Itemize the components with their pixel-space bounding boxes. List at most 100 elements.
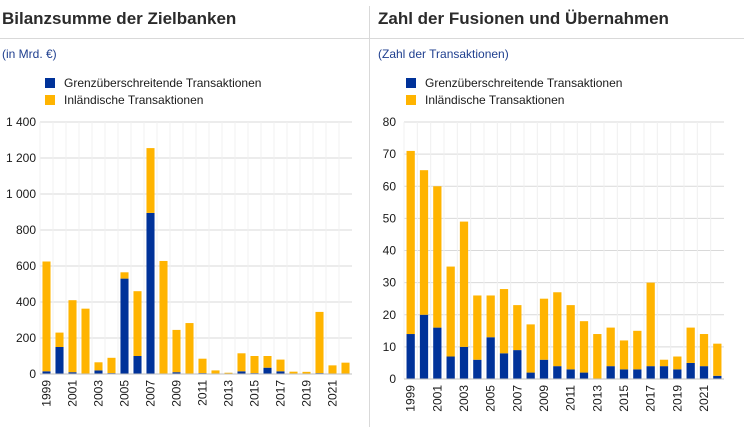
x-tick-label: 1999 — [404, 385, 418, 412]
x-tick-label: 2011 — [564, 385, 578, 411]
x-tick-label: 2019 — [670, 385, 684, 412]
bar-cross-border — [513, 350, 522, 379]
bar-cross-border — [526, 372, 535, 379]
x-tick-label: 2009 — [537, 385, 551, 412]
y-tick-label: 800 — [16, 223, 36, 237]
x-tick-label: 2017 — [644, 385, 658, 412]
legend-swatch-cross-border — [45, 77, 55, 88]
bar-cross-border — [68, 372, 77, 374]
bar-domestic — [172, 329, 181, 373]
bar-domestic — [619, 340, 629, 370]
bar-cross-border — [133, 356, 142, 374]
bar-cross-border — [486, 337, 495, 379]
bar-cross-border — [713, 375, 722, 379]
legend-swatch-domestic — [406, 94, 416, 105]
bar-domestic — [419, 170, 429, 315]
chart-unit: (Zahl der Transaktionen) — [378, 47, 509, 61]
bar-domestic — [224, 372, 233, 374]
legend-item-domestic: Inländische Transaktionen — [406, 91, 622, 108]
y-tick-label: 60 — [383, 179, 397, 193]
legend-label: Grenzüberschreitende Transaktionen — [64, 75, 262, 90]
y-tick-label: 200 — [16, 331, 36, 345]
legend-label: Grenzüberschreitende Transaktionen — [425, 75, 623, 90]
legend-item-cross-border: Grenzüberschreitende Transaktionen — [406, 74, 622, 91]
bar-domestic — [566, 305, 575, 370]
panel-divider — [369, 6, 370, 427]
bar-cross-border — [686, 362, 695, 379]
x-tick-label: 2015 — [248, 380, 262, 407]
y-tick-label: 0 — [389, 372, 396, 386]
bar-domestic — [302, 371, 311, 374]
bar-domestic — [42, 261, 51, 372]
bar-domestic — [237, 353, 246, 372]
x-tick-label: 2021 — [326, 380, 340, 407]
bar-domestic — [539, 298, 549, 360]
bar-domestic — [526, 324, 535, 373]
bar-cross-border — [446, 356, 455, 379]
bar-cross-border — [606, 366, 615, 379]
bar-domestic — [553, 292, 562, 367]
chart-total-assets: 0 200 400 600 800 1 000 1 200 1 400 1999 2001 2003… — [6, 115, 352, 407]
bar-domestic — [713, 343, 722, 376]
x-tick-label: 2007 — [510, 385, 524, 412]
bar-cross-border — [406, 334, 415, 379]
chart-unit: (in Mrd. €) — [2, 47, 57, 61]
x-tick-label: 2019 — [300, 380, 314, 407]
bar-domestic — [68, 300, 77, 373]
legend-item-domestic: Inländische Transaktionen — [45, 91, 261, 108]
bar-cross-border — [619, 369, 629, 379]
bar-cross-border — [659, 366, 669, 379]
bar-domestic — [120, 272, 129, 279]
bar-cross-border — [146, 212, 155, 374]
x-tick-label: 2015 — [617, 385, 631, 412]
chart-legend: Grenzüberschreitende Transaktionen Inlän… — [406, 74, 622, 108]
bar-domestic — [328, 365, 337, 374]
bar-domestic — [579, 321, 589, 373]
bar-domestic — [250, 356, 259, 374]
bar-domestic — [633, 330, 642, 370]
bar-cross-border — [419, 314, 429, 379]
bar-cross-border — [459, 346, 469, 379]
bar-domestic — [81, 308, 90, 374]
bar-domestic — [446, 266, 455, 357]
y-tick-label: 30 — [383, 276, 397, 290]
legend-swatch-domestic — [45, 94, 55, 105]
y-tick-label: 1 000 — [6, 187, 36, 201]
bar-domestic — [94, 362, 103, 371]
x-tick-label: 2003 — [92, 380, 106, 407]
bar-cross-border — [566, 369, 575, 379]
bar-domestic — [486, 295, 495, 338]
chart-panel-deal-count: Zahl der Fusionen und Übernahmen (Zahl d… — [372, 0, 744, 427]
chart-deal-count: 0 10 20 30 40 50 60 70 80 1999 2001 2003 2005 2007 200… — [383, 115, 724, 412]
y-tick-label: 1 400 — [6, 115, 36, 129]
bar-cross-border — [646, 366, 655, 379]
bar-cross-border — [699, 366, 709, 379]
bar-cross-border — [499, 353, 509, 379]
bar-cross-border — [276, 371, 285, 374]
bar-domestic — [159, 260, 168, 374]
bar-domestic — [699, 334, 709, 367]
chart-panel-total-assets: Bilanzsumme der Zielbanken (in Mrd. €) G… — [2, 9, 352, 407]
bar-cross-border — [263, 367, 272, 374]
x-tick-label: 2001 — [430, 385, 444, 412]
x-tick-label: 2005 — [118, 380, 132, 407]
bar-cross-border — [473, 359, 482, 379]
chart-title: Zahl der Fusionen und Übernahmen — [378, 9, 669, 28]
y-tick-label: 40 — [383, 244, 397, 258]
x-tick-label: 2021 — [697, 385, 711, 412]
y-tick-label: 0 — [29, 367, 36, 381]
bar-cross-border — [42, 371, 51, 374]
bar-domestic — [133, 291, 142, 356]
x-tick-label: 2005 — [484, 385, 498, 412]
y-tick-label: 600 — [16, 259, 36, 273]
y-tick-label: 400 — [16, 295, 36, 309]
bar-domestic — [211, 370, 220, 374]
bar-domestic — [263, 356, 272, 368]
legend-item-cross-border: Grenzüberschreitende Transaktionen — [45, 74, 261, 91]
y-tick-label: 50 — [383, 211, 397, 225]
header-rule — [0, 38, 744, 39]
legend-swatch-cross-border — [406, 77, 416, 88]
bar-domestic — [473, 295, 482, 360]
y-tick-label: 70 — [383, 147, 397, 161]
bar-cross-border — [673, 369, 682, 379]
